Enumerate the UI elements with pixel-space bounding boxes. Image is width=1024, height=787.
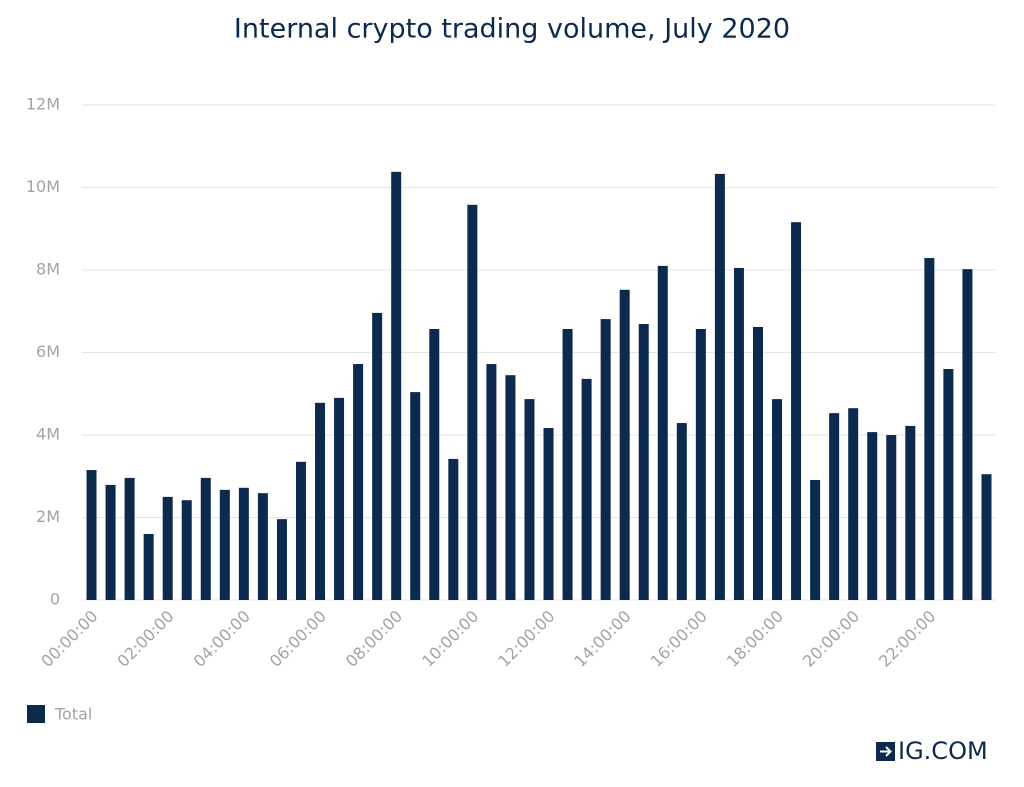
bar [238, 487, 249, 600]
bar [200, 477, 211, 600]
bar [524, 399, 535, 600]
bar [334, 397, 345, 600]
bar [752, 326, 763, 600]
bar [429, 328, 440, 600]
bar [105, 484, 116, 600]
bar [543, 427, 554, 600]
y-tick-label: 8M [36, 260, 60, 279]
bar [886, 435, 897, 600]
bar [391, 171, 402, 600]
bar [467, 204, 478, 600]
y-tick-label: 12M [26, 95, 60, 114]
bar [181, 500, 192, 600]
bar [657, 265, 668, 600]
bar [257, 493, 268, 600]
bar [981, 474, 992, 600]
bar [86, 470, 97, 600]
bar [562, 328, 573, 600]
y-tick-label: 6M [36, 342, 60, 361]
bar [924, 258, 935, 600]
bar [410, 392, 421, 600]
bar [486, 364, 497, 600]
y-tick-label: 4M [36, 425, 60, 444]
bar [353, 364, 364, 600]
logo-arrow [880, 746, 892, 757]
bar [733, 267, 744, 600]
brand: IG.COM [898, 737, 988, 765]
bar [772, 399, 783, 600]
legend-swatch [27, 705, 45, 723]
bar [638, 324, 649, 600]
brand-logo: IG.COM [876, 737, 988, 765]
bar [619, 289, 630, 600]
bar [829, 413, 840, 600]
bar [276, 519, 287, 600]
y-tick-label: 10M [26, 177, 60, 196]
bar [867, 432, 878, 600]
bar [505, 375, 516, 600]
bar [448, 458, 459, 600]
bar [162, 496, 173, 600]
bar [600, 319, 611, 600]
chart-title: Internal crypto trading volume, July 202… [234, 14, 790, 45]
bar [905, 425, 916, 600]
bar [372, 312, 383, 600]
legend-label: Total [54, 705, 92, 724]
bar [143, 534, 154, 600]
bar [714, 173, 725, 600]
bar [848, 408, 859, 600]
y-tick-label: 2M [36, 507, 60, 526]
bar [695, 328, 706, 600]
bar [791, 222, 802, 600]
bar [219, 489, 230, 600]
bar [943, 369, 954, 600]
bar [581, 378, 592, 600]
bar [810, 479, 821, 600]
bar [124, 477, 135, 600]
bar [315, 402, 326, 600]
bar [676, 423, 687, 600]
bar [962, 269, 973, 600]
y-tick-label: 0 [50, 590, 60, 609]
bar [295, 461, 306, 600]
